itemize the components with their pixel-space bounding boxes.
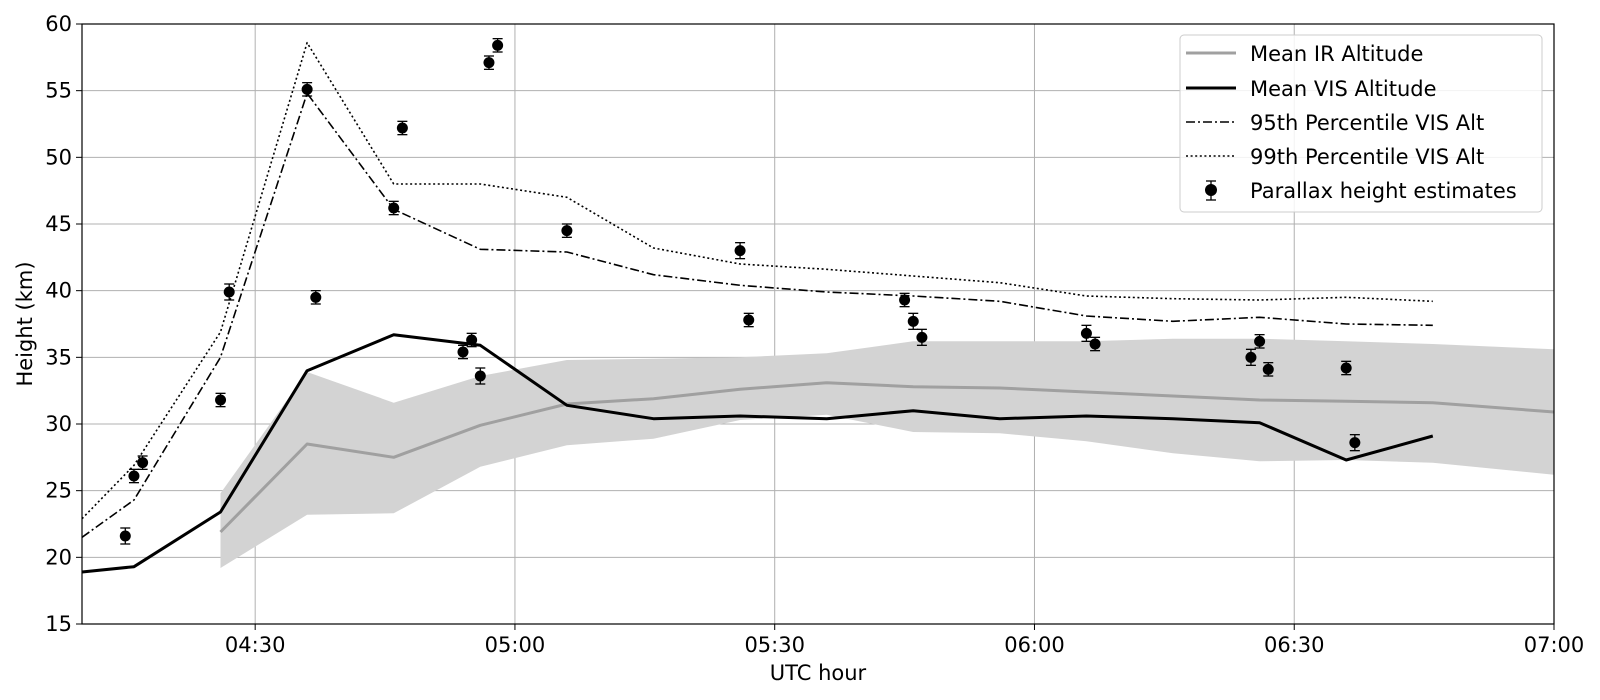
- plot-frame: [81, 23, 1555, 625]
- y-tick-label-9: 60: [45, 12, 72, 36]
- x-tick-label-3: 06:00: [1004, 633, 1065, 657]
- parallax-point-21: [1089, 338, 1101, 350]
- y-tick-label-8: 55: [45, 79, 72, 103]
- parallax-point-9: [457, 346, 469, 358]
- legend-label-mean-vis: Mean VIS Altitude: [1250, 77, 1437, 101]
- parallax-point-23: [1254, 335, 1266, 347]
- parallax-point-5: [301, 83, 313, 95]
- series-line-99th-percentile-vis-alt: [81, 41, 1433, 520]
- parallax-point-19: [916, 331, 928, 343]
- parallax-point-16: [743, 314, 755, 326]
- parallax-point-14: [561, 225, 573, 237]
- series-lines: [81, 41, 1555, 574]
- parallax-point-17: [899, 294, 911, 306]
- parallax-point-1: [128, 470, 140, 482]
- y-tick-label-4: 35: [45, 345, 72, 369]
- series-line-95th-percentile-vis-alt: [81, 92, 1433, 538]
- parallax-point-20: [1080, 327, 1092, 339]
- series-line-mean-vis-altitude: [81, 333, 1434, 574]
- parallax-point-4: [223, 286, 235, 298]
- legend-box: [1179, 34, 1543, 213]
- series-line-mean-ir-altitude: [219, 381, 1555, 534]
- parallax-point-24: [1262, 363, 1274, 375]
- parallax-point-22: [1245, 351, 1257, 363]
- parallax-point-6: [310, 291, 322, 303]
- y-tick-label-0: 15: [45, 612, 72, 636]
- x-tick-label-1: 05:00: [485, 633, 546, 657]
- parallax-point-3: [215, 394, 227, 406]
- y-tick-label-7: 50: [45, 145, 72, 169]
- y-tick-label-3: 30: [45, 412, 72, 436]
- x-tick-label-5: 07:00: [1524, 633, 1585, 657]
- parallax-point-10: [466, 334, 478, 346]
- parallax-point-15: [734, 245, 746, 257]
- y-tick-label-1: 20: [45, 545, 72, 569]
- parallax-point-26: [1349, 437, 1361, 449]
- legend-label-parallax: Parallax height estimates: [1250, 179, 1517, 203]
- legend: Mean IR Altitude Mean VIS Altitude 95th …: [1179, 34, 1543, 213]
- parallax-point-12: [483, 57, 495, 69]
- x-tick-label-4: 06:30: [1264, 633, 1325, 657]
- x-tick-label-0: 04:30: [225, 633, 286, 657]
- y-axis-title: Height (km): [13, 261, 37, 386]
- x-axis-title: UTC hour: [770, 661, 867, 685]
- parallax-point-25: [1340, 362, 1352, 374]
- legend-label-p99: 99th Percentile VIS Alt: [1250, 145, 1484, 169]
- y-tick-label-5: 40: [45, 279, 72, 303]
- parallax-point-2: [137, 457, 149, 469]
- parallax-point-11: [474, 370, 486, 382]
- parallax-point-13: [492, 39, 504, 51]
- parallax-points: [119, 38, 1361, 545]
- legend-label-mean-ir: Mean IR Altitude: [1250, 42, 1423, 66]
- axis-ticks: 04:30 05:00 05:30 06:00 06:30 07:00 15 20 25 30 35…: [45, 12, 1584, 657]
- parallax-point-7: [388, 202, 400, 214]
- parallax-point-0: [119, 530, 131, 542]
- x-tick-label-2: 05:30: [744, 633, 805, 657]
- legend-label-p95: 95th Percentile VIS Alt: [1250, 111, 1484, 135]
- parallax-point-8: [396, 122, 408, 134]
- parallax-point-18: [907, 315, 919, 327]
- y-tick-label-2: 25: [45, 479, 72, 503]
- y-tick-label-6: 45: [45, 212, 72, 236]
- legend-swatch-parallax: [1205, 184, 1217, 196]
